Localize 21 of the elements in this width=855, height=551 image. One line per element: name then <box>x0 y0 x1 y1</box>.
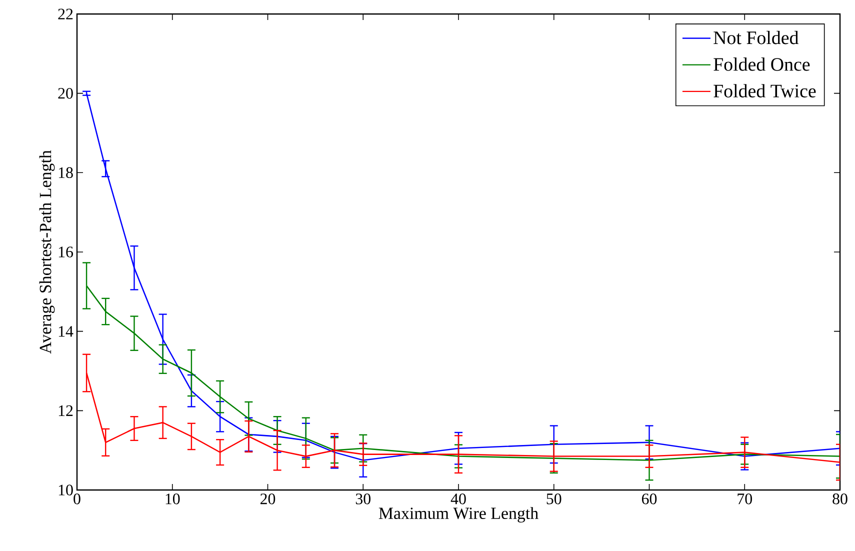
y-tick-label: 12 <box>58 405 73 416</box>
y-tick-label: 10 <box>58 484 73 496</box>
x-tick-label: 20 <box>260 494 276 504</box>
x-tick-label: 50 <box>546 494 562 504</box>
y-tick-label: 14 <box>58 326 74 337</box>
x-tick-label: 60 <box>642 494 657 504</box>
y-tick-label: 18 <box>58 167 73 178</box>
x-tick-label: 40 <box>450 494 466 504</box>
x-tick-label: 10 <box>166 494 180 504</box>
y-tick-label: 22 <box>58 8 73 20</box>
x-tick-label: 30 <box>356 494 370 504</box>
legend-label: Folded Once <box>714 58 810 71</box>
x-tick-label: 0 <box>74 494 80 504</box>
x-tick-label: 80 <box>832 494 848 504</box>
y-tick-label: 16 <box>58 246 74 258</box>
x-axis-title: Maximum Wire Length <box>378 507 538 523</box>
x-tick-label: 70 <box>738 494 752 504</box>
legend-label: Not Folded <box>714 30 799 44</box>
legend-label: Folded Twice <box>714 84 816 98</box>
y-tick-label: 20 <box>58 88 73 99</box>
y-axis-title: Average Shortest-Path Length <box>39 150 55 354</box>
